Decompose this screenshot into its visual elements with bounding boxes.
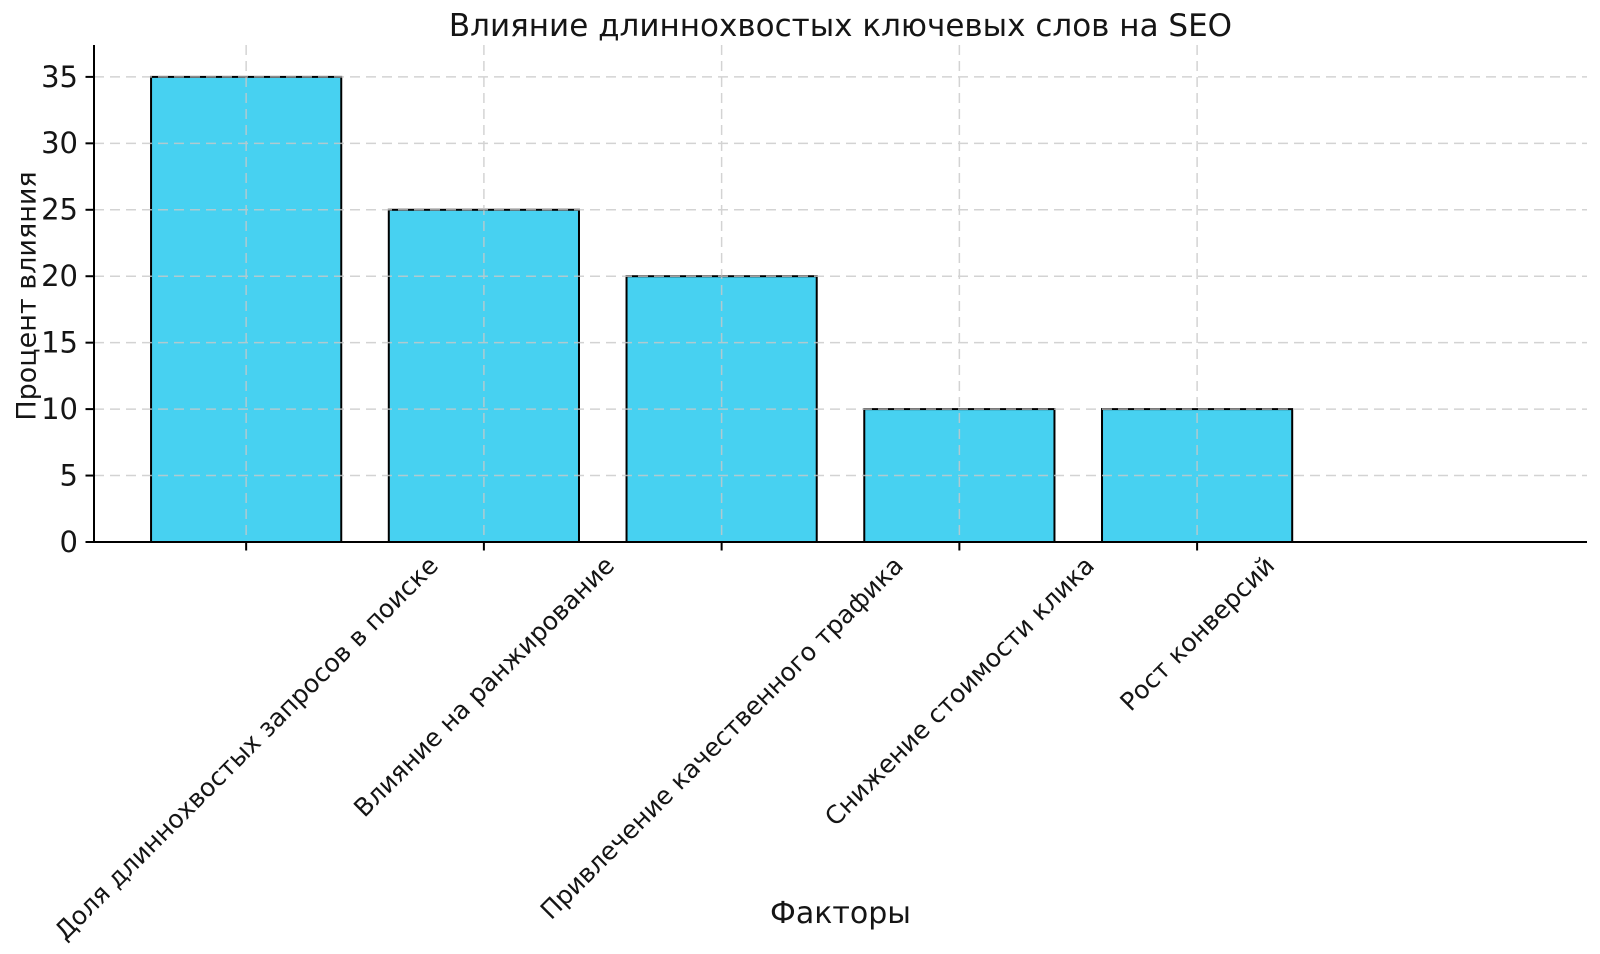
y-tick-label: 0 [60, 525, 78, 559]
x-tick-label: Доля длиннохвостых запросов в поиске [49, 551, 444, 946]
y-tick-label: 15 [41, 326, 78, 360]
y-tick-label: 5 [60, 458, 78, 492]
y-tick-label: 10 [41, 392, 78, 426]
y-tick-label: 25 [41, 193, 78, 227]
x-tick-label: Привлечение качественного трафика [535, 551, 909, 925]
y-tick-label: 35 [41, 60, 78, 94]
gridlines [94, 45, 1587, 542]
x-tick-label: Рост конверсий [1114, 551, 1280, 717]
y-tick-label: 20 [41, 259, 78, 293]
x-axis-label: Факторы [770, 896, 911, 931]
chart-title: Влияние длиннохвостых ключевых слов на S… [448, 8, 1233, 44]
y-tick-label: 30 [41, 126, 78, 160]
y-axis-label: Процент влияния [11, 171, 43, 421]
